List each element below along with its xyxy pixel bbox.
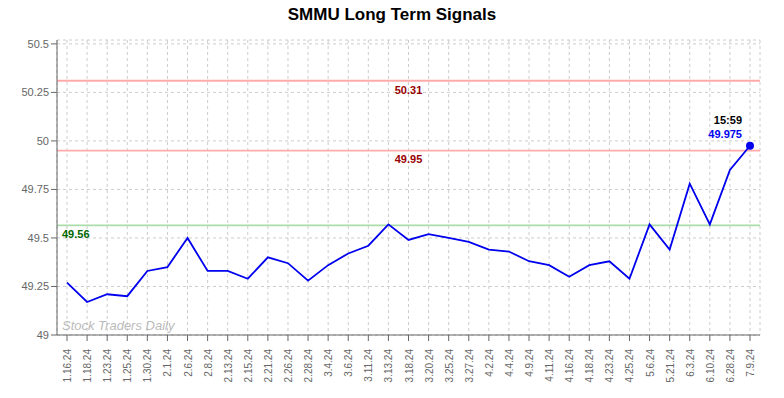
svg-text:3.13.24: 3.13.24 [383, 349, 394, 383]
svg-text:2.13.24: 2.13.24 [223, 349, 234, 383]
svg-text:4.11.24: 4.11.24 [544, 349, 555, 382]
svg-text:15:59: 15:59 [714, 114, 742, 126]
svg-text:2.15.24: 2.15.24 [243, 349, 254, 383]
svg-text:2.28.24: 2.28.24 [303, 349, 314, 383]
svg-text:5.6.24: 5.6.24 [645, 349, 656, 377]
svg-text:Stock Traders Daily: Stock Traders Daily [62, 318, 176, 333]
svg-text:3.20.24: 3.20.24 [424, 349, 435, 383]
svg-text:3.25.24: 3.25.24 [444, 349, 455, 383]
svg-text:1.16.24: 1.16.24 [62, 349, 73, 383]
svg-text:4.25.24: 4.25.24 [624, 349, 635, 383]
svg-text:49.25: 49.25 [21, 280, 49, 292]
svg-text:3.18.24: 3.18.24 [404, 349, 415, 383]
svg-text:4.2.24: 4.2.24 [484, 349, 495, 377]
svg-text:50.5: 50.5 [28, 38, 49, 50]
svg-text:49: 49 [37, 329, 49, 341]
svg-text:2.26.24: 2.26.24 [283, 349, 294, 383]
svg-text:6.28.24: 6.28.24 [725, 349, 736, 383]
svg-text:5.21.24: 5.21.24 [665, 349, 676, 383]
svg-text:49.95: 49.95 [395, 153, 423, 165]
svg-text:6.3.24: 6.3.24 [685, 349, 696, 377]
svg-text:3.4.24: 3.4.24 [323, 349, 334, 377]
svg-text:3.11.24: 3.11.24 [363, 349, 374, 382]
svg-text:1.23.24: 1.23.24 [102, 349, 113, 383]
svg-text:3.6.24: 3.6.24 [343, 349, 354, 377]
svg-text:3.27.24: 3.27.24 [464, 349, 475, 383]
svg-text:49.56: 49.56 [62, 228, 90, 240]
svg-text:50.25: 50.25 [21, 86, 49, 98]
svg-text:2.8.24: 2.8.24 [203, 349, 214, 377]
svg-text:49.75: 49.75 [21, 183, 49, 195]
svg-text:50: 50 [37, 135, 49, 147]
svg-text:4.16.24: 4.16.24 [564, 349, 575, 383]
svg-text:1.18.24: 1.18.24 [82, 349, 93, 383]
svg-text:2.1.24: 2.1.24 [162, 349, 173, 377]
svg-text:4.18.24: 4.18.24 [584, 349, 595, 383]
svg-text:2.6.24: 2.6.24 [183, 349, 194, 377]
html-text:SMMU Long Term Signals: SMMU Long Term Signals [287, 5, 497, 24]
svg-text:4.4.24: 4.4.24 [504, 349, 515, 377]
svg-text:4.23.24: 4.23.24 [604, 349, 615, 383]
svg-text:6.10.24: 6.10.24 [705, 349, 716, 383]
svg-text:1.25.24: 1.25.24 [122, 349, 133, 383]
svg-text:2.21.24: 2.21.24 [263, 349, 274, 383]
svg-text:1.30.24: 1.30.24 [142, 349, 153, 383]
svg-text:49.5: 49.5 [28, 232, 49, 244]
svg-text:7.9.24: 7.9.24 [745, 349, 756, 377]
svg-text:49.975: 49.975 [708, 128, 742, 140]
svg-text:4.9.24: 4.9.24 [524, 349, 535, 377]
svg-text:50.31: 50.31 [395, 84, 423, 96]
